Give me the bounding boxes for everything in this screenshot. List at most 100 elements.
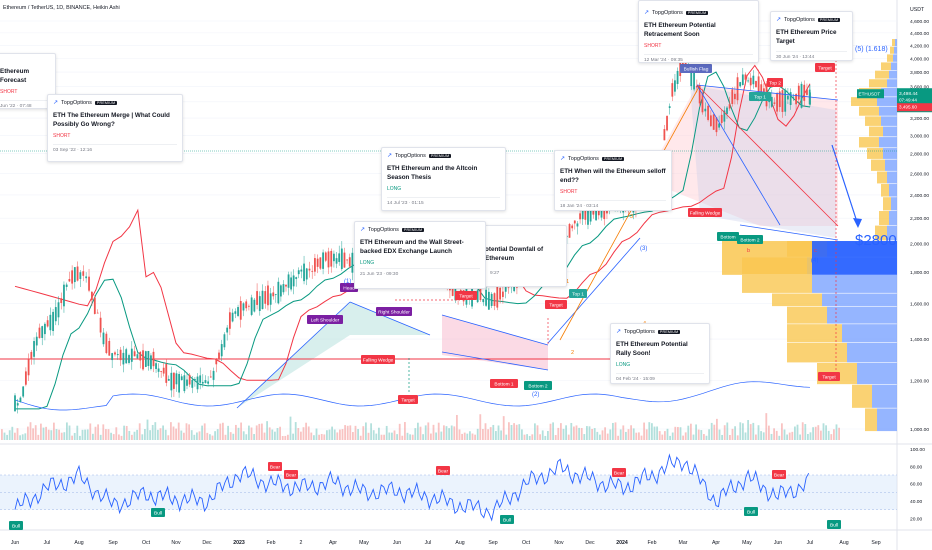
rsi-bull-label-bg <box>744 507 758 516</box>
candle-body <box>267 285 269 306</box>
price-tick-label: 3,200.00 <box>910 116 929 122</box>
idea-title[interactable]: ETH When will the Ethereum selloff end?? <box>560 168 666 184</box>
candle-body <box>194 379 196 381</box>
wave-4-label: (4) <box>811 258 818 264</box>
candle-body <box>698 85 701 104</box>
volume-profile-bar <box>881 62 891 71</box>
candle-body <box>795 94 797 105</box>
candle-body <box>82 271 85 276</box>
idea-card-ethereum-forecast[interactable]: Ethereum Forecast SHORT Jun '22 · 07:48 <box>0 53 56 109</box>
candle-body <box>773 102 776 104</box>
candle-body <box>245 301 248 309</box>
volume-bar <box>731 428 734 440</box>
currency-label[interactable]: USDT <box>910 7 925 13</box>
idea-title[interactable]: ETH Ethereum Price Target <box>776 29 837 45</box>
idea-card-selloff-end[interactable]: ↗ TopgOptions PREMIUM ETH When will the Et… <box>554 150 672 211</box>
idea-header: ↗ TopgOptions PREMIUM <box>355 222 485 233</box>
idea-title[interactable]: otential Downfall of Ethereum <box>485 246 544 262</box>
volume-bar <box>287 434 289 440</box>
candle-body <box>175 373 178 385</box>
idea-card-potential-rally[interactable]: ↗ TopgOptions PREMIUM ETH Ethereum Potenti… <box>610 323 710 384</box>
candle-body <box>285 284 287 287</box>
volume-bar <box>289 416 292 440</box>
time-tick-label: Mar <box>679 540 688 546</box>
volume-bar <box>820 430 822 440</box>
target-label: Target <box>401 397 415 403</box>
wedge-channel-zone <box>690 85 836 238</box>
volume-bar <box>814 426 817 440</box>
idea-title[interactable]: ETH Ethereum Potential Retracement Soon <box>644 22 716 38</box>
volume-bar <box>422 434 424 440</box>
volume-bar <box>463 432 466 440</box>
idea-card-retracement[interactable]: ↗ TopgOptions PREMIUM ETH Ethereum Potenti… <box>638 0 759 63</box>
idea-title[interactable]: ETH Ethereum and the Altcoin Season Thes… <box>387 165 478 181</box>
idea-author[interactable]: TopgOptions <box>568 155 599 162</box>
volume-bar <box>762 432 765 440</box>
volume-bar <box>835 424 838 440</box>
candle-body <box>76 266 79 281</box>
idea-author[interactable]: TopgOptions <box>784 16 815 23</box>
idea-author[interactable]: TopgOptions <box>368 226 399 233</box>
idea-date: 03 Sep '22 · 12:16 <box>53 144 177 157</box>
idea-title[interactable]: ETH The Ethereum Merge | What Could Poss… <box>53 112 170 128</box>
idea-author[interactable]: TopgOptions <box>624 328 655 335</box>
volume-bar <box>489 427 492 440</box>
idea-title[interactable]: Ethereum Forecast <box>0 68 30 84</box>
candle-body <box>188 374 191 385</box>
volume-profile-bar <box>787 342 847 363</box>
candle-body <box>663 129 666 141</box>
volume-bar <box>102 424 105 440</box>
price-tick-label: 3,000.00 <box>910 133 929 139</box>
candle-body <box>451 284 454 296</box>
volume-bar <box>294 422 297 440</box>
idea-author[interactable]: TopgOptions <box>652 9 683 16</box>
candle-body <box>239 301 242 320</box>
tradingview-logo-icon: ↗ <box>387 153 393 159</box>
candle-body <box>102 332 105 345</box>
volume-profile-bar <box>881 88 897 97</box>
volume-profile-bar <box>857 363 897 385</box>
candle-body <box>776 93 778 112</box>
symbol-tag[interactable]: ETHUSDT <box>859 92 881 97</box>
candle-body <box>105 333 108 353</box>
volume-bar <box>55 429 58 440</box>
volume-profile-bar <box>893 54 897 62</box>
volume-bar <box>599 434 601 440</box>
volume-bar <box>310 432 313 440</box>
rsi-tick-label: 60.00 <box>910 482 923 488</box>
candle-body <box>806 89 808 95</box>
candle-body <box>789 92 792 105</box>
secondary-price: 3,495.60 <box>899 105 917 110</box>
price-tick-label: 4,200.00 <box>910 43 929 49</box>
idea-card-edx-exchange[interactable]: ↗ TopgOptions PREMIUM ETH Ethereum and the… <box>354 221 486 289</box>
volume-bar <box>318 434 320 440</box>
volume-bar <box>679 427 682 440</box>
idea-card-ethereum-merge[interactable]: ↗ TopgOptions PREMIUM ETH The Ethereum Mer… <box>47 94 183 162</box>
volume-bar <box>175 428 177 440</box>
volume-bar <box>471 433 474 440</box>
candle-body <box>79 272 82 279</box>
volume-bar <box>274 431 276 440</box>
rsi-bull-label-bg <box>151 508 165 517</box>
volume-bar <box>354 425 357 440</box>
volume-bar <box>757 425 760 440</box>
volume-bar <box>125 425 128 440</box>
volume-bar <box>170 422 172 440</box>
idea-header: ↗ TopgOptions PREMIUM <box>555 151 671 162</box>
time-tick-label: 2023 <box>233 540 245 546</box>
idea-card-price-target[interactable]: ↗ TopgOptions PREMIUM ETH Ethereum Price T… <box>770 11 853 61</box>
idea-author[interactable]: TopgOptions <box>395 152 426 159</box>
volume-bar <box>40 423 42 440</box>
candle-body <box>770 96 773 107</box>
idea-title[interactable]: ETH Ethereum Potential Rally Soon! <box>616 341 688 357</box>
idea-title[interactable]: ETH Ethereum and the Wall Street-backed … <box>360 239 464 255</box>
idea-card-altcoin-season[interactable]: ↗ TopgOptions PREMIUM ETH Ethereum and the… <box>381 147 506 211</box>
volume-bar <box>736 435 739 440</box>
time-tick-label: Sep <box>488 540 497 546</box>
candle-body <box>762 88 765 95</box>
volume-bar <box>242 431 245 440</box>
idea-author[interactable]: TopgOptions <box>61 99 92 106</box>
volume-bar <box>677 426 679 440</box>
volume-bar <box>53 422 55 440</box>
